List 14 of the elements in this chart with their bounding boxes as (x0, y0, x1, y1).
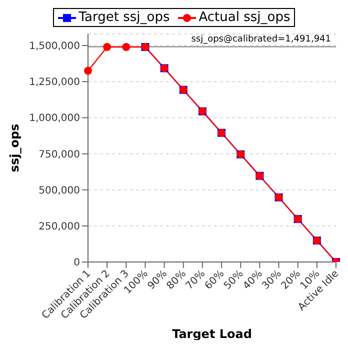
y-tick-label: 1,000,000 (29, 113, 80, 124)
y-tick-label: 500,000 (38, 185, 80, 196)
point (84, 66, 92, 75)
y-tick-label: 250,000 (38, 221, 80, 232)
y-tick-label: 1,500,000 (29, 41, 80, 52)
ref-line-label: ssj_ops@calibrated=1,491,941 (191, 34, 331, 45)
y-tick-label: 750,000 (38, 149, 80, 160)
point (122, 42, 130, 51)
legend-label: Target ssj_ops (78, 10, 170, 25)
y-tick-label: 0 (74, 258, 80, 269)
y-tick-label: 1,250,000 (29, 77, 80, 88)
point (103, 42, 112, 51)
legend-label: Actual ssj_ops (198, 10, 290, 25)
y-axis-title: ssj_ops (7, 124, 22, 172)
